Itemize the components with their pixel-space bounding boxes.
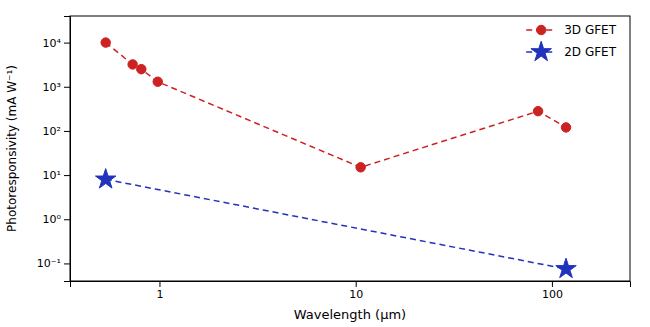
tick-mark: [356, 281, 357, 287]
legend-symbol: [531, 41, 551, 60]
legend-label: 2D GFET: [564, 45, 616, 59]
y-axis: 10⁻¹ 10⁰ 10¹ 10² 10³ 10⁴: [37, 17, 71, 282]
tick: 10²: [43, 125, 70, 138]
tick: 10⁻¹: [37, 257, 70, 270]
point: [95, 169, 115, 188]
tick-mark: [64, 131, 70, 132]
axis-line: [71, 282, 631, 288]
plot-frame: [70, 16, 630, 281]
tick: 100: [542, 281, 563, 301]
legend-item: 2D GFET: [526, 41, 616, 60]
chart: 1 10 100 10⁻¹ 10⁰ 10¹ 10² 10³ 10⁴ 3D GFET 2D GFET W…: [0, 0, 650, 327]
tick: 10¹: [43, 169, 70, 182]
series: [101, 38, 571, 172]
point: [101, 38, 110, 47]
tick-mark: [159, 281, 160, 287]
point: [153, 77, 162, 86]
point: [128, 60, 137, 69]
x-axis: 1 10 100: [71, 281, 631, 301]
tick-mark: [64, 263, 70, 264]
point: [556, 258, 576, 277]
series: [95, 169, 576, 278]
axis-line: [64, 17, 71, 282]
x-axis-title: Wavelength (μm): [294, 307, 406, 322]
legend-symbol: [536, 25, 545, 34]
tick: 10³: [43, 81, 70, 94]
point: [533, 106, 542, 115]
tick-label: 100: [542, 288, 563, 301]
y-axis-title: Photoresponsivity (mA W⁻¹): [5, 65, 19, 232]
series-line: [106, 179, 566, 269]
point: [561, 123, 570, 132]
point: [137, 64, 146, 73]
tick-label: 10⁰: [43, 213, 62, 226]
tick-label: 10⁴: [43, 37, 62, 50]
series-group: [95, 38, 576, 278]
tick: 10⁴: [43, 37, 70, 50]
tick-label: 10⁻¹: [37, 257, 61, 270]
legend: 3D GFET 2D GFET: [526, 23, 616, 61]
tick-mark: [64, 175, 70, 176]
tick-mark: [552, 281, 553, 287]
legend-item: 3D GFET: [526, 23, 616, 37]
tick-mark: [64, 43, 70, 44]
point: [356, 163, 365, 172]
tick: 10⁰: [43, 213, 70, 226]
tick-label: 10²: [43, 125, 61, 138]
legend-label: 3D GFET: [564, 23, 616, 37]
series-line: [106, 43, 566, 168]
tick-label: 1: [156, 288, 163, 301]
plot-area: 1 10 100 10⁻¹ 10⁰ 10¹ 10² 10³ 10⁴ 3D GFET 2D GFET: [37, 16, 631, 301]
tick-label: 10¹: [43, 169, 61, 182]
tick-mark: [64, 87, 70, 88]
tick: 1: [156, 281, 163, 301]
tick-label: 10: [349, 288, 363, 301]
tick-label: 10³: [43, 81, 61, 94]
tick: 10: [349, 281, 363, 301]
tick-mark: [64, 219, 70, 220]
